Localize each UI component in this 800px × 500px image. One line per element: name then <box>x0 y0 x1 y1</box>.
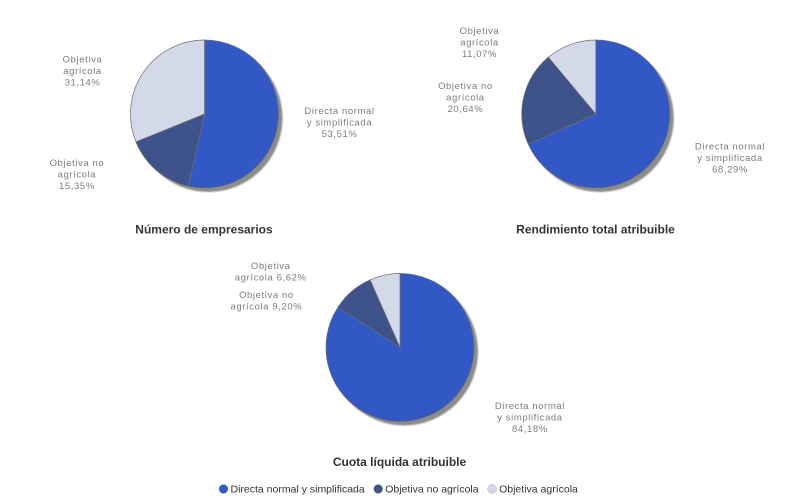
svg-text:20,64%: 20,64% <box>447 104 483 115</box>
svg-text:y simplificada: y simplificada <box>697 153 763 164</box>
svg-text:31,14%: 31,14% <box>65 78 101 89</box>
svg-text:agrícola 9,20%: agrícola 9,20% <box>231 301 303 312</box>
svg-text:Objetiva agrícola: Objetiva agrícola <box>499 484 578 496</box>
svg-text:Directa normal: Directa normal <box>495 401 565 412</box>
svg-text:y simplificada: y simplificada <box>307 118 373 129</box>
svg-text:agrícola: agrícola <box>460 37 499 48</box>
svg-text:Número de empresarios: Número de empresarios <box>135 223 273 237</box>
svg-text:agrícola: agrícola <box>58 169 97 180</box>
svg-text:Directa normal: Directa normal <box>695 141 765 152</box>
svg-text:Directa normal: Directa normal <box>304 106 374 117</box>
svg-text:y simplificada: y simplificada <box>497 413 563 424</box>
svg-text:84,18%: 84,18% <box>512 424 548 435</box>
svg-text:agrícola: agrícola <box>63 66 102 77</box>
svg-text:Objetiva: Objetiva <box>460 26 500 37</box>
svg-text:Objetiva no: Objetiva no <box>239 290 294 301</box>
svg-text:15,35%: 15,35% <box>59 181 95 192</box>
svg-text:Cuota líquida atribuible: Cuota líquida atribuible <box>333 455 467 469</box>
svg-text:53,51%: 53,51% <box>322 129 358 140</box>
svg-text:Objetiva: Objetiva <box>63 55 103 66</box>
svg-text:68,29%: 68,29% <box>712 164 748 175</box>
svg-text:Objetiva no: Objetiva no <box>438 81 493 92</box>
svg-text:Objetiva no: Objetiva no <box>50 158 105 169</box>
svg-text:agrícola: agrícola <box>446 92 485 103</box>
svg-text:Rendimiento total atribuible: Rendimiento total atribuible <box>516 223 675 237</box>
svg-text:11,07%: 11,07% <box>462 49 497 60</box>
svg-text:agrícola 6,62%: agrícola 6,62% <box>235 273 307 284</box>
svg-text:Objetiva: Objetiva <box>251 261 291 272</box>
svg-text:Objetiva no agrícola: Objetiva no agrícola <box>385 484 479 496</box>
svg-text:Directa normal y simplificada: Directa normal y simplificada <box>231 484 365 496</box>
